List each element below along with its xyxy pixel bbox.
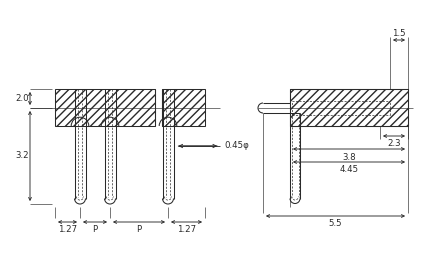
Text: 5.5: 5.5 [329, 218, 343, 227]
Text: P: P [92, 224, 97, 233]
Bar [290, 89, 408, 126]
Text: 0.45φ: 0.45φ [224, 141, 249, 150]
Text: 1.5: 1.5 [392, 28, 406, 38]
Text: 3.8: 3.8 [342, 153, 356, 161]
Bar [55, 89, 155, 126]
Text: 4.45: 4.45 [339, 165, 359, 175]
Text: 1.27: 1.27 [177, 224, 196, 233]
Text: 3.2: 3.2 [15, 152, 29, 161]
Text: 1.27: 1.27 [58, 224, 77, 233]
Text: 2.0: 2.0 [15, 94, 29, 103]
Bar [162, 89, 205, 126]
Text: P: P [136, 224, 142, 233]
Text: 2.3: 2.3 [387, 139, 401, 149]
